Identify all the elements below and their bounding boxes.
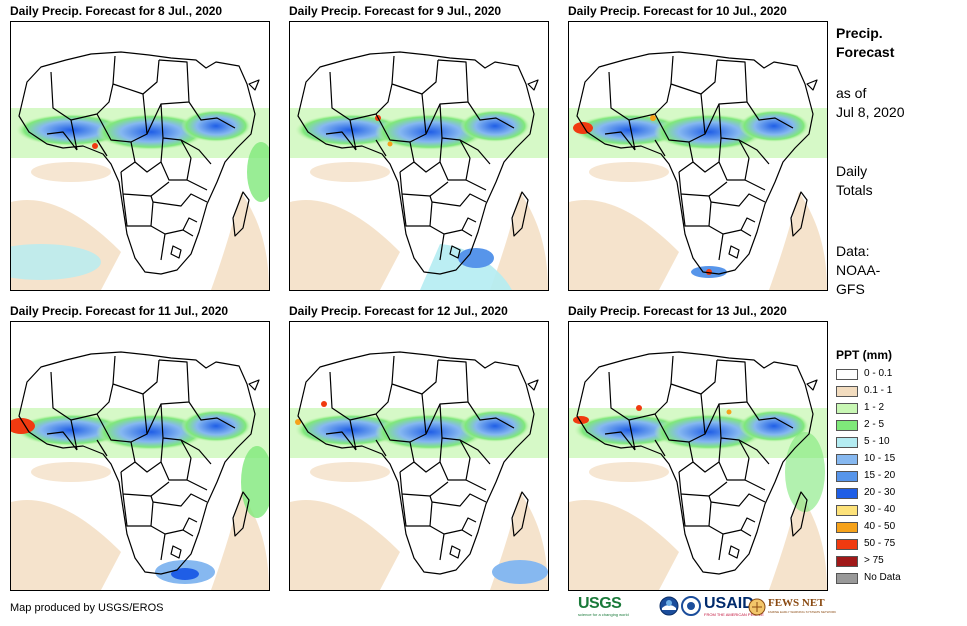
usaid-logo: USAID FROM THE AMERICAN PEOPLE [704, 595, 764, 618]
legend-swatch [836, 386, 858, 397]
legend-label: No Data [864, 572, 901, 583]
forecast-map-1 [10, 21, 270, 291]
forecast-map-4 [10, 321, 270, 591]
forecast-heading: Precip. Forecast [836, 25, 895, 60]
dhs-seal-icon [667, 596, 701, 620]
legend-swatch [836, 471, 858, 482]
legend-label: 10 - 15 [864, 453, 896, 464]
panel-title-2: Daily Precip. Forecast for 9 Jul., 2020 [289, 4, 502, 18]
legend-label: 2 - 5 [864, 419, 885, 430]
legend-label: > 75 [864, 555, 884, 566]
legend-swatch [836, 522, 858, 533]
legend-label: 5 - 10 [864, 436, 890, 447]
panel-title-3: Daily Precip. Forecast for 10 Jul., 2020 [568, 4, 787, 18]
legend-label: 20 - 30 [864, 487, 896, 498]
legend-title: PPT (mm) [836, 348, 893, 362]
legend-swatch [836, 573, 858, 584]
legend-swatch [836, 369, 858, 380]
legend-label: 0 - 0.1 [864, 368, 893, 379]
issue-date: as of Jul 8, 2020 [836, 85, 905, 120]
forecast-map-3 [568, 21, 828, 291]
fews-net-logo: FEWS NET FAMINE EARLY WARNING SYSTEMS NE… [748, 596, 836, 620]
legend-swatch [836, 556, 858, 567]
legend-swatch [836, 488, 858, 499]
panel-title-4: Daily Precip. Forecast for 11 Jul., 2020 [10, 304, 229, 318]
map-credit: Map produced by USGS/EROS [10, 602, 164, 614]
panel-title-6: Daily Precip. Forecast for 13 Jul., 2020 [568, 304, 787, 318]
legend-label: 40 - 50 [864, 521, 896, 532]
panel-title-1: Daily Precip. Forecast for 8 Jul., 2020 [10, 4, 223, 18]
forecast-map-5 [289, 321, 549, 591]
legend-swatch [836, 437, 858, 448]
legend-label: 30 - 40 [864, 504, 896, 515]
legend-swatch [836, 539, 858, 550]
forecast-map-2 [289, 21, 549, 291]
panel-title-5: Daily Precip. Forecast for 12 Jul., 2020 [289, 304, 508, 318]
legend-swatch [836, 403, 858, 414]
legend-label: 50 - 75 [864, 538, 896, 549]
legend-swatch [836, 454, 858, 465]
usgs-logo: USGS science for a changing world [578, 595, 629, 618]
data-source: Data: NOAA- GFS [836, 243, 881, 297]
legend-label: 1 - 2 [864, 402, 885, 413]
noaa-seal-icon [659, 596, 679, 620]
legend-label: 15 - 20 [864, 470, 896, 481]
legend-swatch [836, 505, 858, 516]
legend-label: 0.1 - 1 [864, 385, 893, 396]
forecast-map-6 [568, 321, 828, 591]
legend-swatch [836, 420, 858, 431]
totals-note: Daily Totals [836, 163, 873, 198]
